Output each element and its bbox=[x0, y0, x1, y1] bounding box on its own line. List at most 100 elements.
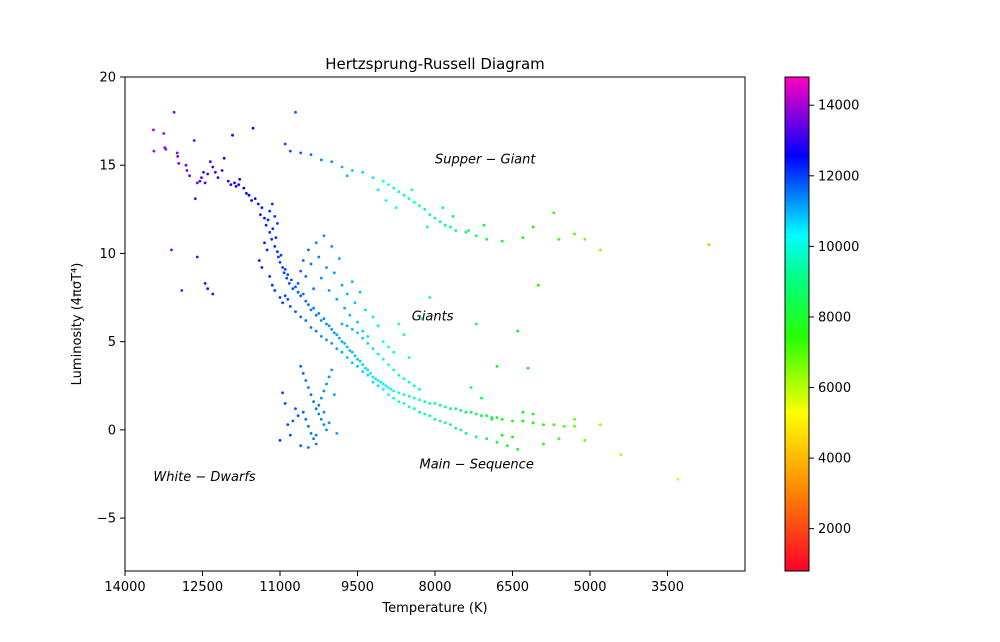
data-point bbox=[277, 255, 280, 259]
data-point bbox=[376, 352, 380, 356]
data-point bbox=[192, 139, 196, 142]
data-point bbox=[299, 315, 303, 319]
data-point bbox=[307, 386, 310, 389]
data-point bbox=[397, 190, 401, 194]
x-axis-label: Temperature (K) bbox=[381, 601, 487, 616]
data-point bbox=[309, 432, 313, 435]
data-point bbox=[449, 423, 452, 426]
data-point bbox=[301, 292, 305, 296]
data-point bbox=[443, 405, 447, 409]
data-point bbox=[459, 428, 463, 432]
data-point bbox=[371, 176, 375, 180]
data-point bbox=[162, 132, 166, 135]
data-point bbox=[449, 225, 452, 229]
data-point bbox=[366, 373, 370, 377]
data-point bbox=[392, 396, 396, 400]
chart-title: Hertzsprung-Russell Diagram bbox=[325, 55, 545, 73]
data-point bbox=[485, 437, 489, 441]
data-point bbox=[412, 200, 416, 204]
data-point bbox=[319, 319, 323, 322]
data-point bbox=[270, 283, 274, 287]
data-point bbox=[200, 176, 203, 180]
data-point bbox=[412, 396, 416, 400]
data-point bbox=[287, 282, 291, 285]
data-point bbox=[371, 315, 375, 319]
x-axis: 14000 12500 11000 9500 8000 6500 5000 3500 bbox=[104, 571, 684, 595]
data-point bbox=[376, 384, 380, 388]
data-point bbox=[288, 149, 292, 153]
data-point bbox=[389, 387, 393, 391]
data-point bbox=[332, 393, 336, 396]
data-point bbox=[511, 419, 514, 423]
data-point bbox=[325, 322, 328, 326]
data-point bbox=[242, 186, 246, 190]
data-point bbox=[231, 133, 234, 137]
data-point bbox=[573, 232, 576, 236]
data-point bbox=[371, 375, 375, 379]
data-point bbox=[260, 206, 264, 210]
data-point bbox=[521, 236, 525, 240]
data-point bbox=[312, 287, 315, 291]
data-point bbox=[418, 398, 421, 402]
data-point bbox=[152, 128, 155, 132]
data-point bbox=[203, 282, 207, 285]
data-point bbox=[314, 313, 318, 317]
data-point bbox=[573, 424, 576, 428]
data-point bbox=[407, 394, 411, 398]
data-point bbox=[220, 169, 224, 172]
data-point bbox=[314, 241, 318, 245]
data-point bbox=[356, 320, 359, 324]
data-point bbox=[482, 223, 486, 227]
data-point bbox=[229, 183, 233, 187]
data-point bbox=[309, 308, 313, 312]
data-point bbox=[283, 402, 287, 405]
data-point bbox=[251, 126, 255, 130]
data-point bbox=[340, 283, 344, 287]
data-point bbox=[480, 396, 483, 400]
data-point bbox=[511, 435, 514, 439]
data-point bbox=[286, 273, 290, 276]
data-point bbox=[516, 329, 520, 333]
x-tick-label: 5000 bbox=[573, 580, 606, 595]
data-point bbox=[451, 215, 455, 218]
data-point bbox=[353, 354, 357, 358]
data-point bbox=[233, 181, 236, 185]
data-point bbox=[286, 423, 290, 426]
data-point bbox=[381, 340, 385, 343]
data-point bbox=[531, 421, 535, 425]
data-point bbox=[361, 329, 365, 333]
data-point bbox=[392, 186, 396, 190]
data-point bbox=[335, 432, 339, 435]
data-point bbox=[707, 243, 711, 247]
data-point bbox=[234, 185, 238, 188]
data-point bbox=[410, 188, 414, 192]
data-point bbox=[250, 199, 254, 202]
data-point bbox=[557, 237, 561, 241]
data-point bbox=[322, 389, 326, 393]
data-point bbox=[356, 357, 359, 361]
data-point bbox=[361, 363, 365, 366]
data-point bbox=[304, 379, 308, 382]
data-point bbox=[397, 400, 401, 403]
y-tick-label: 10 bbox=[99, 247, 116, 262]
data-point bbox=[425, 225, 429, 229]
data-point bbox=[418, 204, 421, 208]
data-point bbox=[332, 271, 336, 275]
data-point bbox=[345, 292, 349, 296]
data-point bbox=[304, 275, 308, 278]
data-point bbox=[433, 216, 437, 220]
data-point bbox=[172, 110, 176, 114]
data-point bbox=[268, 275, 272, 278]
data-point bbox=[304, 319, 308, 322]
data-point bbox=[185, 169, 189, 172]
data-point bbox=[361, 170, 365, 174]
data-point bbox=[495, 440, 499, 444]
data-point bbox=[402, 377, 406, 381]
data-point bbox=[345, 345, 349, 349]
data-point bbox=[536, 283, 540, 287]
data-point bbox=[454, 407, 458, 411]
data-point bbox=[381, 387, 385, 391]
data-point bbox=[376, 324, 380, 328]
data-point bbox=[307, 248, 310, 252]
